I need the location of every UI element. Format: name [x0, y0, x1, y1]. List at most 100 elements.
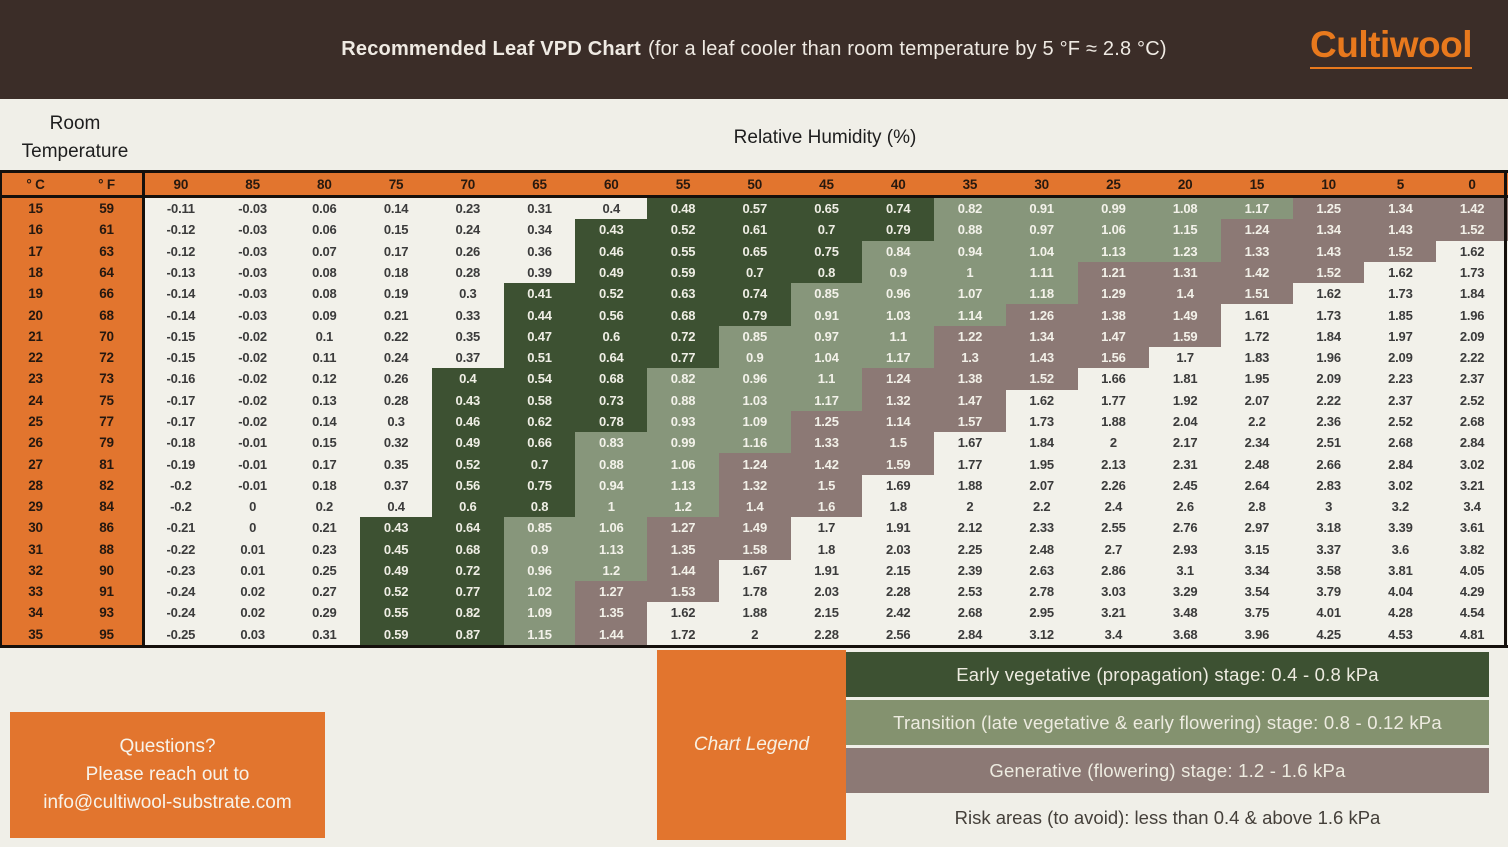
table-row: 32 90 -0.23 0.01 0.25 0.49 0.72 0.96 1.2 1.44 1.67… [0, 559, 1508, 582]
vpd-cell: 1.84 [1436, 283, 1508, 305]
vpd-cell: 4.04 [1364, 581, 1437, 603]
vpd-cell: 0.2 [288, 495, 361, 518]
vpd-cell: 0.28 [431, 261, 504, 284]
vpd-cell: 1.62 [647, 602, 719, 624]
vpd-cell: 4.05 [1436, 559, 1508, 582]
vpd-cell: 1.15 [503, 623, 576, 645]
vpd-cell: 1.09 [718, 410, 791, 433]
rh-header-cell: 70 [460, 176, 476, 192]
page-title-bold: Recommended Leaf VPD Chart [341, 38, 641, 60]
vpd-cell: 0.96 [718, 368, 791, 390]
vpd-cell: 3.2 [1364, 495, 1437, 518]
vpd-cell: 1.67 [934, 432, 1006, 454]
vpd-cell: 0.18 [360, 261, 432, 284]
vpd-cell: 2.15 [862, 559, 935, 582]
vpd-cell: 2.76 [1149, 517, 1222, 539]
vpd-cell: -0.15 [145, 325, 217, 347]
vpd-cell: 1.24 [862, 368, 935, 390]
row-divider [142, 559, 145, 582]
vpd-cell: 2.68 [1364, 432, 1437, 454]
vpd-cell: 1.52 [1292, 261, 1365, 284]
vpd-cell: 0.68 [575, 368, 648, 390]
vpd-cell: -0.03 [216, 240, 289, 262]
vpd-cell: 1.08 [1149, 198, 1222, 220]
temp-celsius-cell: 33 [0, 581, 71, 603]
vpd-cell: 1.62 [1364, 261, 1437, 284]
vpd-cell: 0.79 [862, 219, 935, 241]
vpd-cell: 1.96 [1292, 346, 1365, 369]
vpd-cell: 1.49 [718, 517, 791, 539]
vpd-cell: 0.6 [431, 495, 504, 518]
vpd-cell: 1.14 [862, 410, 935, 433]
vpd-cell: 3.48 [1149, 602, 1222, 624]
vpd-cell: 0.66 [503, 432, 576, 454]
vpd-cell: 0.41 [503, 283, 576, 305]
room-temperature-label-line2: Temperature [21, 141, 129, 162]
vpd-cell: 1.72 [647, 623, 719, 645]
vpd-cell: -0.24 [145, 602, 217, 624]
row-divider [142, 538, 145, 560]
vpd-cell: 0.82 [431, 602, 504, 624]
vpd-cell: -0.16 [145, 368, 217, 390]
vpd-cell: 1.34 [1005, 325, 1078, 347]
vpd-cell: 0.06 [288, 198, 361, 220]
rh-header-cell: 10 [1321, 176, 1336, 192]
vpd-cell: -0.02 [216, 368, 289, 390]
vpd-cell: 1.32 [718, 474, 791, 496]
temp-fahrenheit-cell: 90 [71, 559, 142, 582]
vpd-cell: 3.75 [1221, 602, 1293, 624]
vpd-cell: 1.02 [503, 581, 576, 603]
vpd-cell: 0.49 [575, 261, 648, 284]
legend-early-vegetative: Early vegetative (propagation) stage: 0.… [846, 652, 1489, 697]
vpd-cell: 0.09 [288, 304, 361, 326]
vpd-cell: 2.95 [1005, 602, 1078, 624]
rh-header-cell: 5 [1396, 176, 1405, 192]
vpd-cell: 0.25 [288, 559, 361, 582]
vpd-cell: 1.72 [1221, 325, 1293, 347]
vpd-cell: 1.84 [1005, 432, 1078, 454]
vpd-cell: -0.14 [145, 304, 217, 326]
vpd-cell: 0.82 [934, 198, 1006, 220]
table-row: 34 93 -0.24 0.02 0.29 0.55 0.82 1.09 1.35 1.62 1.8… [0, 602, 1508, 624]
vpd-cell: 1.38 [1077, 304, 1150, 326]
vpd-cell: 1.44 [575, 623, 648, 645]
vpd-cell: 0.43 [360, 517, 432, 539]
legend-transition: Transition (late vegetative & early flow… [846, 700, 1489, 745]
vpd-cell: 1.07 [934, 283, 1006, 305]
row-divider [142, 219, 145, 241]
vpd-cell: 1.81 [1149, 368, 1222, 390]
vpd-cell: 1.58 [718, 538, 791, 560]
vpd-cell: 2.03 [862, 538, 935, 560]
temp-fahrenheit-cell: 75 [71, 389, 142, 411]
vpd-cell: 0.01 [216, 559, 289, 582]
vpd-cell: 0.88 [575, 453, 648, 475]
vpd-cell: 2.07 [1221, 389, 1293, 411]
vpd-cell: 1.8 [790, 538, 863, 560]
vpd-cell: 0.88 [934, 219, 1006, 241]
vpd-cell: 1.73 [1436, 261, 1508, 284]
vpd-cell: 1 [934, 261, 1006, 284]
vpd-cell: 0.47 [503, 325, 576, 347]
vpd-cell: -0.17 [145, 410, 217, 433]
rh-header-cell: 55 [675, 176, 691, 192]
room-temperature-label-line1: Room [49, 113, 101, 134]
vpd-cell: 1.53 [647, 581, 719, 603]
temp-fahrenheit-cell: 70 [71, 325, 142, 347]
vpd-cell: 3.12 [1005, 623, 1078, 645]
vpd-cell: 0.56 [575, 304, 648, 326]
legend-generative: Generative (flowering) stage: 1.2 - 1.6 … [846, 748, 1489, 793]
vpd-cell: 3.82 [1436, 538, 1508, 560]
vpd-cell: 1.67 [718, 559, 791, 582]
vpd-cell: 1.13 [647, 474, 719, 496]
vpd-cell: 0.68 [647, 304, 719, 326]
rh-header-cell: 60 [603, 176, 619, 192]
vpd-cell: 0.75 [503, 474, 576, 496]
table-row: 29 84 -0.2 0 0.2 0.4 0.6 0.8 1 1.2 1.4 1.6 1.8 2 2.2 2.… [0, 495, 1508, 518]
rh-header-cell: 65 [532, 176, 547, 192]
rh-header-cell: 15 [1249, 176, 1265, 192]
relative-humidity-label: Relative Humidity (%) [733, 127, 917, 148]
vpd-cell: 1.5 [862, 432, 935, 454]
vpd-cell: 0.3 [360, 410, 432, 433]
vpd-cell: 2.51 [1292, 432, 1365, 454]
vpd-cell: 0.88 [647, 389, 719, 411]
